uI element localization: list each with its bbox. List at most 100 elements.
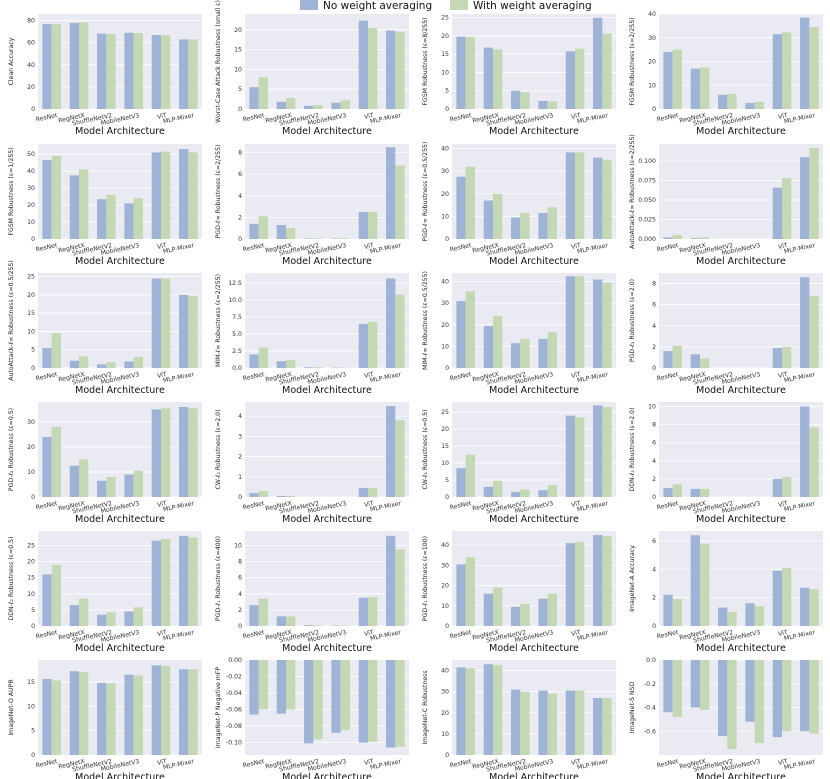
- x-tick-label: MLP-Mixer: [369, 629, 402, 642]
- y-tick-label: 10: [27, 328, 35, 335]
- bar-mobilenetv3-s2: [754, 660, 764, 744]
- bar-vit-s1: [358, 660, 368, 743]
- plot-area: [245, 144, 409, 239]
- y-tick-label: 0: [31, 494, 35, 501]
- plot-area: [659, 273, 823, 368]
- plot-area: [245, 660, 409, 755]
- bar-resnet-s1: [456, 176, 466, 239]
- y-tick-label: 2: [238, 454, 242, 461]
- bar-mlp-mixer-s1: [800, 157, 810, 239]
- y-tick-label: 4: [652, 323, 656, 330]
- bar-regnetx-s2: [286, 495, 296, 497]
- y-tick-label: 5: [445, 88, 449, 95]
- plot-area: [452, 144, 616, 239]
- x-tick-label: ViT: [157, 371, 168, 380]
- bar-mobilenetv3-s1: [331, 102, 341, 109]
- y-tick-label: 30: [441, 562, 449, 569]
- x-axis-label: Model Architecture: [282, 643, 372, 654]
- x-tick-label: ResNet: [449, 242, 472, 254]
- plot-area: [452, 531, 616, 626]
- y-tick-label: 15: [441, 443, 449, 450]
- x-axis-label: Model Architecture: [489, 643, 579, 654]
- bar-mlp-mixer-s1: [179, 39, 189, 109]
- bar-shufflenetv2-s1: [511, 217, 521, 239]
- bar-mlp-mixer-s2: [188, 408, 198, 497]
- y-tick-label: 2.5: [232, 348, 242, 355]
- bar-shufflenetv2-s1: [97, 682, 107, 755]
- bar-mlp-mixer-s2: [809, 27, 819, 109]
- bar-vit-s1: [358, 323, 368, 368]
- x-axis-label: Model Architecture: [75, 385, 165, 396]
- bar-shufflenetv2-s2: [520, 92, 530, 109]
- y-tick-label: 3: [238, 433, 242, 440]
- y-tick-label: 10: [441, 603, 449, 610]
- bar-shufflenetv2-s1: [718, 660, 728, 736]
- x-tick-label: MLP-Mixer: [576, 629, 609, 642]
- plot-area: [452, 402, 616, 497]
- bar-vit-s1: [772, 34, 782, 109]
- bar-resnet-s2: [465, 668, 475, 755]
- bar-resnet-s2: [672, 49, 682, 109]
- x-tick-label: ResNet: [35, 629, 58, 641]
- bar-shufflenetv2-s1: [97, 199, 107, 239]
- bar-mlp-mixer-s2: [395, 294, 405, 368]
- plot-area: [659, 531, 823, 626]
- y-tick-label: 0.000: [638, 236, 656, 243]
- bar-shufflenetv2-s1: [718, 607, 728, 626]
- y-tick-label: 6: [652, 440, 656, 447]
- x-tick-label: MLP-Mixer: [783, 112, 816, 125]
- bar-regnetx-s2: [700, 67, 710, 109]
- bar-mlp-mixer-s2: [602, 698, 612, 755]
- x-tick-label: ResNet: [449, 500, 472, 512]
- x-tick-label: ViT: [157, 500, 168, 509]
- x-axis-label: Model Architecture: [696, 514, 786, 525]
- y-tick-label: 6: [652, 302, 656, 309]
- y-tick-label: 15: [27, 679, 35, 686]
- bar-regnetx-s1: [276, 616, 286, 626]
- bar-vit-s1: [151, 278, 161, 368]
- plot-area: [245, 14, 409, 109]
- bar-mlp-mixer-s1: [800, 277, 810, 368]
- y-tick-label: 10: [441, 69, 449, 76]
- legend: No weight averaging With weight averagin…: [300, 0, 592, 12]
- y-tick-label: 30: [441, 300, 449, 307]
- bar-mobilenetv3-s1: [331, 238, 341, 239]
- bar-vit-s1: [151, 540, 161, 626]
- y-tick-label: 2: [238, 607, 242, 614]
- y-tick-label: 0.025: [638, 217, 656, 224]
- bar-regnetx-s1: [276, 495, 286, 497]
- y-tick-label: 8: [652, 422, 656, 429]
- bar-mlp-mixer-s2: [188, 39, 198, 109]
- bar-regnetx-s2: [700, 543, 710, 626]
- x-tick-label: MLP-Mixer: [162, 112, 195, 125]
- bar-resnet-s1: [42, 574, 52, 626]
- x-tick-label: ViT: [364, 500, 375, 509]
- bar-regnetx-s2: [700, 488, 710, 497]
- x-tick-label: MLP-Mixer: [783, 371, 816, 384]
- y-tick-label: 0: [238, 106, 242, 113]
- bar-mlp-mixer-s2: [809, 296, 819, 368]
- bar-mlp-mixer-s1: [386, 30, 396, 109]
- plot-area: [38, 273, 202, 368]
- y-tick-label: 4: [652, 566, 656, 573]
- x-tick-label: ViT: [364, 629, 375, 638]
- bar-mobilenetv3-s2: [133, 33, 143, 109]
- bar-resnet-s2: [258, 490, 268, 497]
- bar-vit-s2: [782, 32, 792, 109]
- x-tick-label: ResNet: [656, 242, 679, 254]
- bar-shufflenetv2-s2: [727, 611, 737, 626]
- y-tick-label: -0.04: [226, 690, 242, 697]
- bar-vit-s1: [151, 665, 161, 755]
- x-tick-label: ResNet: [242, 112, 265, 124]
- bar-vit-s1: [565, 543, 575, 626]
- bar-mobilenetv3-s1: [124, 674, 134, 755]
- bar-vit-s2: [161, 278, 171, 368]
- x-axis-label: Model Architecture: [75, 514, 165, 525]
- x-axis-label: Model Architecture: [75, 256, 165, 267]
- y-tick-label: 10: [27, 219, 35, 226]
- y-tick-label: 20: [648, 59, 656, 66]
